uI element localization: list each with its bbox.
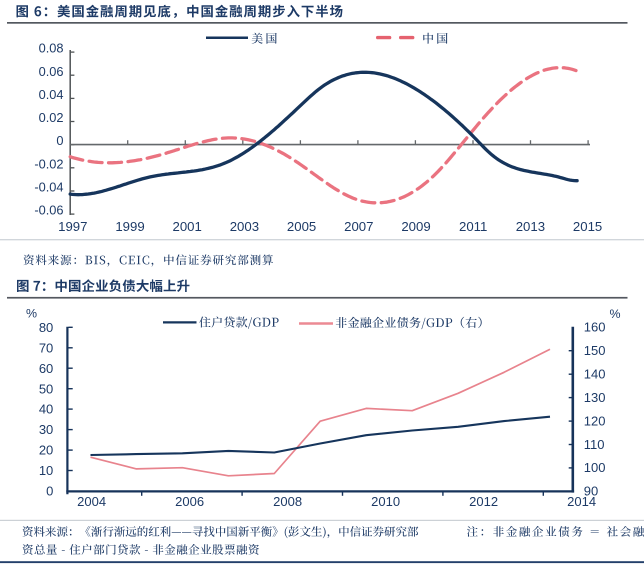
svg-text:140: 140 [584,367,606,382]
svg-text:40: 40 [39,402,53,417]
svg-text:70: 70 [39,340,53,355]
svg-text:90: 90 [584,484,598,499]
svg-text:150: 150 [584,343,606,358]
svg-text:%: % [26,307,37,321]
svg-text:2003: 2003 [230,219,259,234]
svg-text:60: 60 [39,361,53,376]
svg-text:10: 10 [39,463,53,478]
svg-text:0: 0 [46,484,53,499]
svg-text:1997: 1997 [58,219,87,234]
svg-text:2004: 2004 [77,494,106,509]
svg-text:0.02: 0.02 [39,110,64,125]
svg-text:2006: 2006 [175,494,204,509]
svg-text:80: 80 [39,320,53,335]
svg-text:20: 20 [39,443,53,458]
svg-text:2001: 2001 [173,219,202,234]
svg-text:2009: 2009 [401,219,430,234]
svg-text:30: 30 [39,422,53,437]
svg-text:2015: 2015 [573,219,602,234]
svg-text:-0.06: -0.06 [34,203,63,218]
svg-text:%: % [610,307,621,321]
svg-text:0: 0 [56,133,63,148]
svg-text:1999: 1999 [115,219,144,234]
svg-text:130: 130 [584,390,606,405]
svg-text:2011: 2011 [459,219,487,234]
svg-text:-0.02: -0.02 [34,156,63,171]
svg-text:2014: 2014 [567,494,596,509]
svg-text:2007: 2007 [344,219,373,234]
svg-text:2012: 2012 [469,494,498,509]
svg-text:110: 110 [584,437,605,452]
svg-text:2010: 2010 [371,494,400,509]
svg-text:-0.04: -0.04 [34,180,63,195]
svg-text:160: 160 [584,320,606,335]
svg-text:0.06: 0.06 [39,64,64,79]
svg-text:2013: 2013 [516,219,545,234]
svg-text:50: 50 [39,381,53,396]
svg-text:2008: 2008 [273,494,302,509]
svg-text:120: 120 [584,413,606,428]
svg-text:2005: 2005 [287,219,316,234]
svg-text:0.04: 0.04 [39,87,64,102]
svg-text:0.08: 0.08 [39,41,64,56]
svg-text:100: 100 [584,460,606,475]
